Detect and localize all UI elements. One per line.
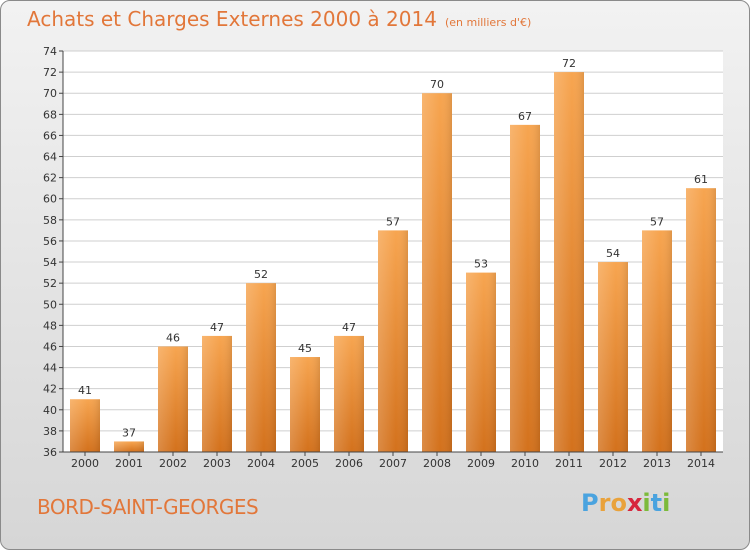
- bar-shading: [70, 399, 100, 452]
- bar-shading: [334, 335, 364, 452]
- bar-shading: [466, 272, 496, 452]
- x-tick-label: 2007: [379, 457, 407, 470]
- bar-shading: [422, 93, 452, 453]
- data-label: 37: [122, 426, 136, 439]
- data-label: 67: [518, 110, 532, 123]
- x-tick-label: 2002: [159, 457, 187, 470]
- y-tick-label: 50: [43, 298, 57, 311]
- x-tick-label: 2014: [687, 457, 715, 470]
- chart-subtitle: (en milliers d'€): [444, 16, 532, 29]
- y-tick-label: 64: [43, 151, 57, 164]
- x-tick-label: 2013: [643, 457, 671, 470]
- x-tick-label: 2000: [71, 457, 99, 470]
- y-tick-label: 56: [43, 235, 57, 248]
- bar-shading: [642, 230, 672, 452]
- x-axis-labels: 2000 2001 2002 2003 2004 2005 2006 2007 2008 2009…: [71, 452, 715, 470]
- y-tick-label: 44: [43, 362, 57, 375]
- proxiti-logo: Proxiti: [581, 489, 670, 517]
- data-label: 41: [78, 384, 92, 397]
- y-tick-label: 40: [43, 404, 57, 417]
- chart-title-text: Achats et Charges Externes 2000 à 2014: [27, 7, 437, 31]
- data-label: 46: [166, 331, 180, 344]
- data-label: 57: [386, 215, 400, 228]
- place-name: BORD-SAINT-GEORGES: [37, 495, 259, 519]
- bar-shading: [510, 124, 540, 453]
- y-tick-label: 42: [43, 383, 57, 396]
- bar-shading: [598, 262, 628, 452]
- data-label: 45: [298, 342, 312, 355]
- y-tick-label: 62: [43, 172, 57, 185]
- logo-letter: o: [610, 489, 627, 517]
- chart-title: Achats et Charges Externes 2000 à 2014 (e…: [27, 7, 531, 31]
- x-tick-label: 2005: [291, 457, 319, 470]
- y-tick-label: 70: [43, 87, 57, 100]
- y-tick-label: 72: [43, 66, 57, 79]
- bars: [70, 72, 716, 453]
- x-tick-label: 2008: [423, 457, 451, 470]
- y-tick-label: 74: [43, 45, 57, 58]
- bar-shading: [246, 283, 276, 452]
- y-tick-label: 52: [43, 277, 57, 290]
- x-tick-label: 2011: [555, 457, 583, 470]
- value-labels: 41 37 46 47 52 45 47 57 70 53 67 72 54 57 61: [78, 57, 708, 439]
- data-label: 54: [606, 247, 620, 260]
- data-label: 52: [254, 268, 268, 281]
- y-tick-label: 68: [43, 108, 57, 121]
- x-tick-label: 2004: [247, 457, 275, 470]
- y-tick-label: 58: [43, 214, 57, 227]
- y-tick-label: 66: [43, 129, 57, 142]
- bar-shading: [554, 72, 584, 453]
- x-tick-label: 2001: [115, 457, 143, 470]
- data-label: 47: [342, 321, 356, 334]
- data-label: 57: [650, 215, 664, 228]
- y-tick-label: 48: [43, 319, 57, 332]
- x-tick-label: 2003: [203, 457, 231, 470]
- y-tick-label: 54: [43, 256, 57, 269]
- bar-shading: [378, 230, 408, 452]
- data-label: 61: [694, 173, 708, 186]
- bar-shading: [114, 441, 144, 452]
- bar-shading: [202, 335, 232, 452]
- data-label: 53: [474, 258, 488, 271]
- x-tick-label: 2009: [467, 457, 495, 470]
- x-tick-label: 2012: [599, 457, 627, 470]
- bar-shading: [290, 357, 320, 452]
- logo-letter: i: [662, 489, 671, 517]
- logo-letter: i: [642, 489, 651, 517]
- y-tick-label: 36: [43, 446, 57, 459]
- data-label: 70: [430, 78, 444, 91]
- logo-letter: x: [626, 489, 643, 517]
- y-tick-label: 38: [43, 425, 57, 438]
- logo-letter: r: [598, 489, 611, 517]
- y-tick-label: 46: [43, 340, 57, 353]
- bar-shading: [686, 188, 716, 452]
- data-label: 47: [210, 321, 224, 334]
- y-tick-label: 60: [43, 193, 57, 206]
- data-label: 72: [562, 57, 576, 70]
- x-tick-label: 2010: [511, 457, 539, 470]
- logo-letter: t: [650, 489, 663, 517]
- bar-shading: [158, 346, 188, 452]
- logo-letter: P: [581, 489, 599, 517]
- x-tick-label: 2006: [335, 457, 363, 470]
- y-axis-labels: 36 38 40 42 44 46 48 50 52 54 56 58 60 62 64 66 68 70 72 74: [43, 45, 57, 459]
